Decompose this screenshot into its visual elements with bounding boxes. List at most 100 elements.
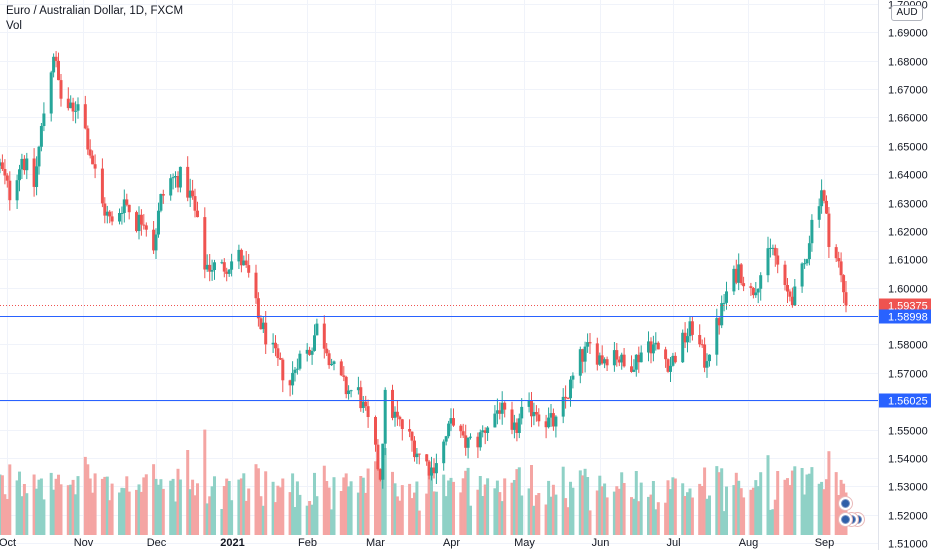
volume-bar bbox=[464, 470, 468, 535]
volume-bar bbox=[293, 507, 297, 535]
candle-body bbox=[544, 421, 548, 428]
candle-body bbox=[722, 302, 726, 304]
candle-body bbox=[766, 248, 770, 276]
volume-bar bbox=[578, 470, 582, 535]
volume-bar bbox=[681, 483, 685, 535]
candle-body bbox=[393, 411, 397, 418]
volume-bar bbox=[127, 491, 131, 535]
candle-body bbox=[408, 429, 412, 432]
volume-bar bbox=[59, 484, 63, 535]
volume-bar bbox=[656, 502, 660, 535]
volume-bar bbox=[554, 494, 558, 535]
candle-body bbox=[103, 203, 107, 216]
volume-bar bbox=[495, 480, 499, 535]
candle-body bbox=[322, 323, 326, 349]
candle-body bbox=[230, 261, 234, 270]
volume-bar bbox=[313, 472, 316, 535]
volume-bar bbox=[171, 478, 175, 535]
candle-body bbox=[171, 177, 175, 179]
candle-body bbox=[281, 359, 285, 381]
candle-body bbox=[703, 344, 707, 368]
candle-body bbox=[549, 413, 553, 418]
volume-bar bbox=[203, 429, 207, 535]
volume-bar bbox=[325, 481, 329, 535]
volume-bar bbox=[620, 472, 624, 535]
volume-bar bbox=[742, 497, 746, 535]
volume-bars bbox=[0, 429, 848, 535]
y-tick-label: 1.69000 bbox=[888, 28, 928, 40]
currency-badge[interactable]: AUD bbox=[891, 5, 923, 21]
volume-bar bbox=[622, 483, 626, 535]
candle-body bbox=[225, 271, 229, 274]
volume-bar bbox=[57, 474, 60, 535]
candle-body bbox=[776, 255, 780, 265]
x-tick-label: May bbox=[514, 537, 535, 549]
candle-body bbox=[69, 102, 73, 109]
candle-body bbox=[359, 387, 363, 409]
volume-bar bbox=[671, 477, 675, 535]
volume-bar bbox=[766, 455, 770, 535]
volume-bar bbox=[88, 478, 92, 535]
candle-body bbox=[22, 158, 26, 171]
volume-bar bbox=[803, 494, 807, 535]
candle-body bbox=[100, 168, 104, 204]
candle-body bbox=[278, 358, 282, 360]
candle-body bbox=[88, 149, 92, 156]
volume-bar bbox=[673, 478, 677, 535]
candle-body bbox=[376, 444, 380, 470]
candle-body bbox=[8, 180, 12, 201]
volume-bar bbox=[256, 468, 260, 535]
volume-bar bbox=[561, 466, 565, 535]
candle-body bbox=[74, 110, 78, 112]
horizontal-line-tag bbox=[879, 309, 931, 324]
volume-bar bbox=[122, 488, 126, 535]
candle-body bbox=[137, 214, 141, 231]
volume-bar bbox=[20, 496, 24, 535]
candle-body bbox=[66, 98, 70, 109]
candle-body bbox=[566, 398, 570, 400]
economic-event-icon[interactable] bbox=[838, 512, 853, 527]
volume-bar bbox=[52, 489, 56, 535]
candle-body bbox=[227, 269, 231, 274]
x-tick-label: Apr bbox=[443, 537, 460, 549]
y-tick-label: 1.60000 bbox=[888, 284, 928, 296]
candle-body bbox=[254, 272, 258, 299]
volume-bar bbox=[118, 492, 121, 535]
volume-bar bbox=[281, 478, 285, 535]
volume-bar bbox=[271, 481, 275, 535]
candle-body bbox=[827, 213, 831, 247]
candle-body bbox=[751, 288, 755, 296]
volume-bar bbox=[817, 483, 821, 535]
candle-body bbox=[356, 387, 360, 391]
economic-event-icon[interactable] bbox=[838, 496, 853, 511]
candle-body bbox=[447, 423, 451, 437]
candle-body bbox=[603, 359, 607, 364]
candle-body bbox=[700, 344, 704, 346]
volume-bar bbox=[322, 465, 326, 535]
y-tick-label: 1.61000 bbox=[888, 255, 928, 267]
candle-body bbox=[271, 342, 275, 345]
candle-body bbox=[788, 291, 792, 297]
candle-body bbox=[93, 164, 97, 169]
volume-bar bbox=[32, 474, 36, 535]
candle-body bbox=[86, 128, 90, 150]
horizontal-lines[interactable] bbox=[0, 305, 878, 401]
candle-body bbox=[222, 262, 226, 272]
candle-body bbox=[622, 354, 626, 367]
y-tick-label: 1.57000 bbox=[888, 369, 928, 381]
candle-body bbox=[432, 467, 436, 474]
candle-body bbox=[654, 342, 658, 345]
volume-bar bbox=[22, 484, 26, 535]
candle-body bbox=[59, 80, 63, 99]
x-tick-label: Aug bbox=[739, 537, 759, 549]
candle-body bbox=[754, 292, 758, 296]
volume-bar bbox=[393, 483, 397, 535]
candle-body bbox=[805, 259, 809, 264]
candle-body bbox=[20, 158, 24, 170]
volume-bar bbox=[515, 469, 519, 535]
candle-body bbox=[342, 375, 346, 377]
candle-body bbox=[413, 440, 416, 458]
candle-body bbox=[564, 396, 568, 399]
